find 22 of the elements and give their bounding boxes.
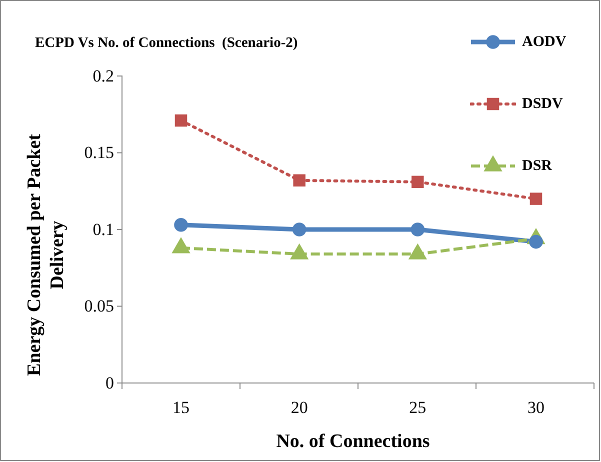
x-axis-title: No. of Connections [276, 431, 430, 452]
y-tick-label: 0.05 [84, 296, 114, 316]
x-tick-label: 20 [290, 398, 308, 418]
legend-label: AODV [522, 34, 566, 50]
point [293, 174, 306, 187]
y-tick-label: 0.1 [92, 220, 114, 239]
point [174, 114, 188, 127]
chart-title: ECPD Vs No. of Connections (Scenario-2) [35, 35, 298, 51]
point [412, 176, 424, 188]
y-tick-label: 0.2 [92, 66, 114, 86]
legend-label: DSDV [522, 96, 563, 112]
x-tick-label: 30 [528, 398, 544, 418]
point [174, 218, 188, 232]
legend-label: DSR [522, 158, 552, 174]
point [292, 222, 306, 236]
y-axis-title: Energy Consumed per Packet Delivery [24, 133, 68, 376]
x-tick-label: 25 [409, 398, 426, 418]
x-tick-label: 15 [172, 398, 190, 418]
y-tick-label: 0.15 [84, 143, 114, 162]
y-tick-label: 0 [106, 373, 114, 392]
point [410, 222, 425, 236]
point [530, 192, 542, 205]
